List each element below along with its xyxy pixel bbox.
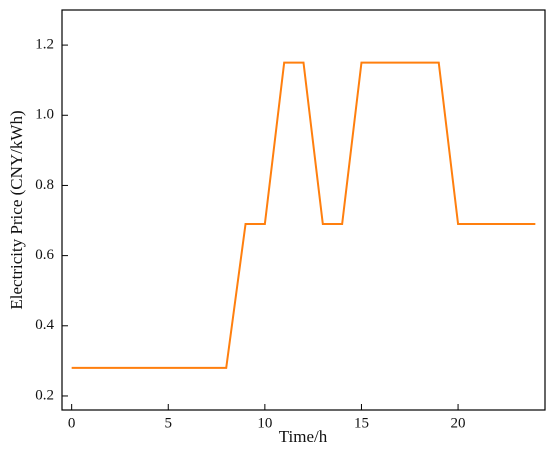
y-tick-label: 0.8 [35, 177, 54, 193]
line-series [71, 61, 536, 369]
x-tick-label: 15 [354, 415, 369, 431]
plot-frame [61, 9, 546, 411]
y-tick-label: 1.0 [35, 107, 54, 123]
x-tick-label: 10 [257, 415, 272, 431]
x-tick-label: 5 [165, 415, 173, 431]
y-tick-label: 1.2 [35, 37, 54, 53]
x-tick-label: 20 [451, 415, 466, 431]
y-tick-label: 0.4 [35, 317, 54, 333]
y-tick-label: 0.6 [35, 247, 54, 263]
x-axis-title: Time/h [279, 427, 328, 446]
y-tick-label: 0.2 [35, 387, 54, 403]
x-tick-label: 0 [68, 415, 76, 431]
y-axis-title: Electricity Price (CNY/kWh) [7, 110, 26, 309]
